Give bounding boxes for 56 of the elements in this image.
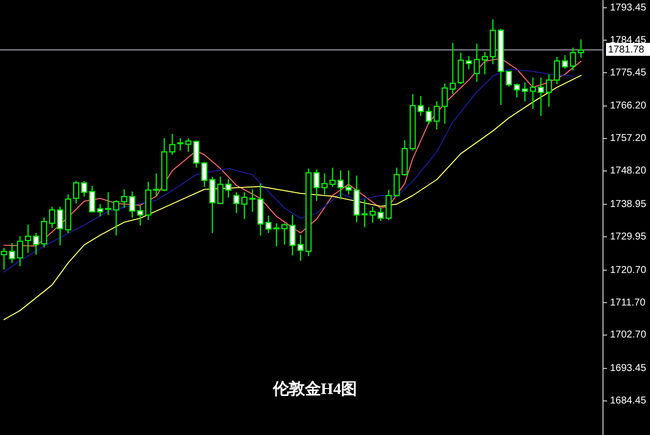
candlestick — [48, 206, 56, 229]
y-tick-label: 1793.45 — [610, 2, 647, 14]
y-tick-label: 1729.95 — [610, 231, 647, 242]
candlestick — [522, 82, 528, 102]
text: 伦敦金H4图 — [272, 380, 358, 398]
candlestick — [362, 198, 368, 228]
candlestick — [0, 247, 8, 270]
candlestick — [329, 167, 336, 188]
y-tick-label: 1738.95 — [610, 198, 647, 210]
candlestick — [370, 206, 376, 224]
y-tick-label: 1775.45 — [610, 67, 647, 78]
y-tick-label: 1684.45 — [610, 396, 647, 407]
line-series — [4, 68, 574, 272]
y-tick-label: 1702.70 — [610, 330, 647, 341]
candlestick — [297, 234, 304, 262]
line-series — [4, 58, 582, 246]
candlestick — [24, 224, 32, 254]
candlestick — [73, 180, 80, 204]
ref-line-label: 1781.78 — [608, 44, 645, 56]
candlestick — [570, 47, 576, 71]
candlestick — [8, 242, 16, 264]
candlestick — [514, 82, 520, 98]
candlestick — [241, 192, 248, 220]
candlestick — [217, 176, 224, 205]
candlestick — [40, 216, 48, 248]
candlestick — [506, 70, 512, 88]
candlestick — [289, 214, 296, 256]
candlestick — [562, 54, 568, 70]
candlestick — [265, 215, 272, 234]
candlestick — [81, 180, 88, 198]
y-tick-label: 1766.20 — [610, 100, 647, 112]
candlestick — [313, 168, 320, 202]
y-tick-label: 1693.45 — [610, 363, 647, 374]
candlestick — [578, 38, 584, 58]
candlestick — [530, 76, 536, 110]
candlestick — [538, 76, 544, 116]
candlestick — [233, 192, 240, 214]
candlestick — [16, 236, 24, 267]
candlestick — [209, 176, 216, 234]
candlestick — [249, 188, 256, 212]
candlestick — [57, 206, 64, 246]
candlestick — [546, 74, 552, 108]
candlestick — [321, 172, 328, 196]
y-tick-label: 1757.20 — [610, 133, 647, 144]
y-tick-label: 1720.70 — [610, 264, 647, 276]
y-tick-label: 1711.70 — [610, 297, 646, 308]
candlestick — [32, 232, 40, 256]
y-tick-label: 1784.45 — [610, 34, 647, 46]
line-series — [4, 74, 582, 320]
candlestick — [225, 178, 232, 198]
candlestick — [345, 170, 352, 196]
candlestick — [273, 222, 280, 247]
candlestick — [337, 170, 344, 200]
y-tick-label: 1748.20 — [610, 166, 647, 177]
candlestick — [281, 222, 288, 246]
candlestick — [554, 56, 560, 85]
